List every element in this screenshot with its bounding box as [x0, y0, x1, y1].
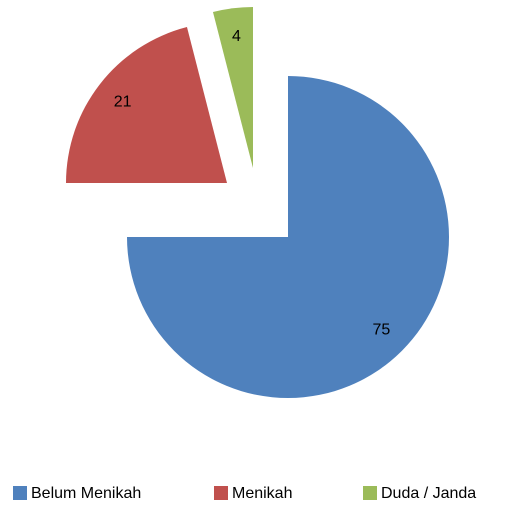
pie-slice [127, 76, 449, 398]
legend-label: Duda / Janda [381, 485, 476, 502]
data-label: 4 [232, 28, 241, 45]
legend-swatch [214, 486, 228, 500]
pie-slice [66, 27, 227, 184]
legend-swatch [363, 486, 377, 500]
data-label: 21 [114, 93, 132, 110]
data-label: 75 [372, 322, 390, 339]
legend-swatch [13, 486, 27, 500]
legend-label: Belum Menikah [31, 485, 141, 502]
legend-label: Menikah [232, 485, 292, 502]
pie-slice [212, 7, 253, 168]
